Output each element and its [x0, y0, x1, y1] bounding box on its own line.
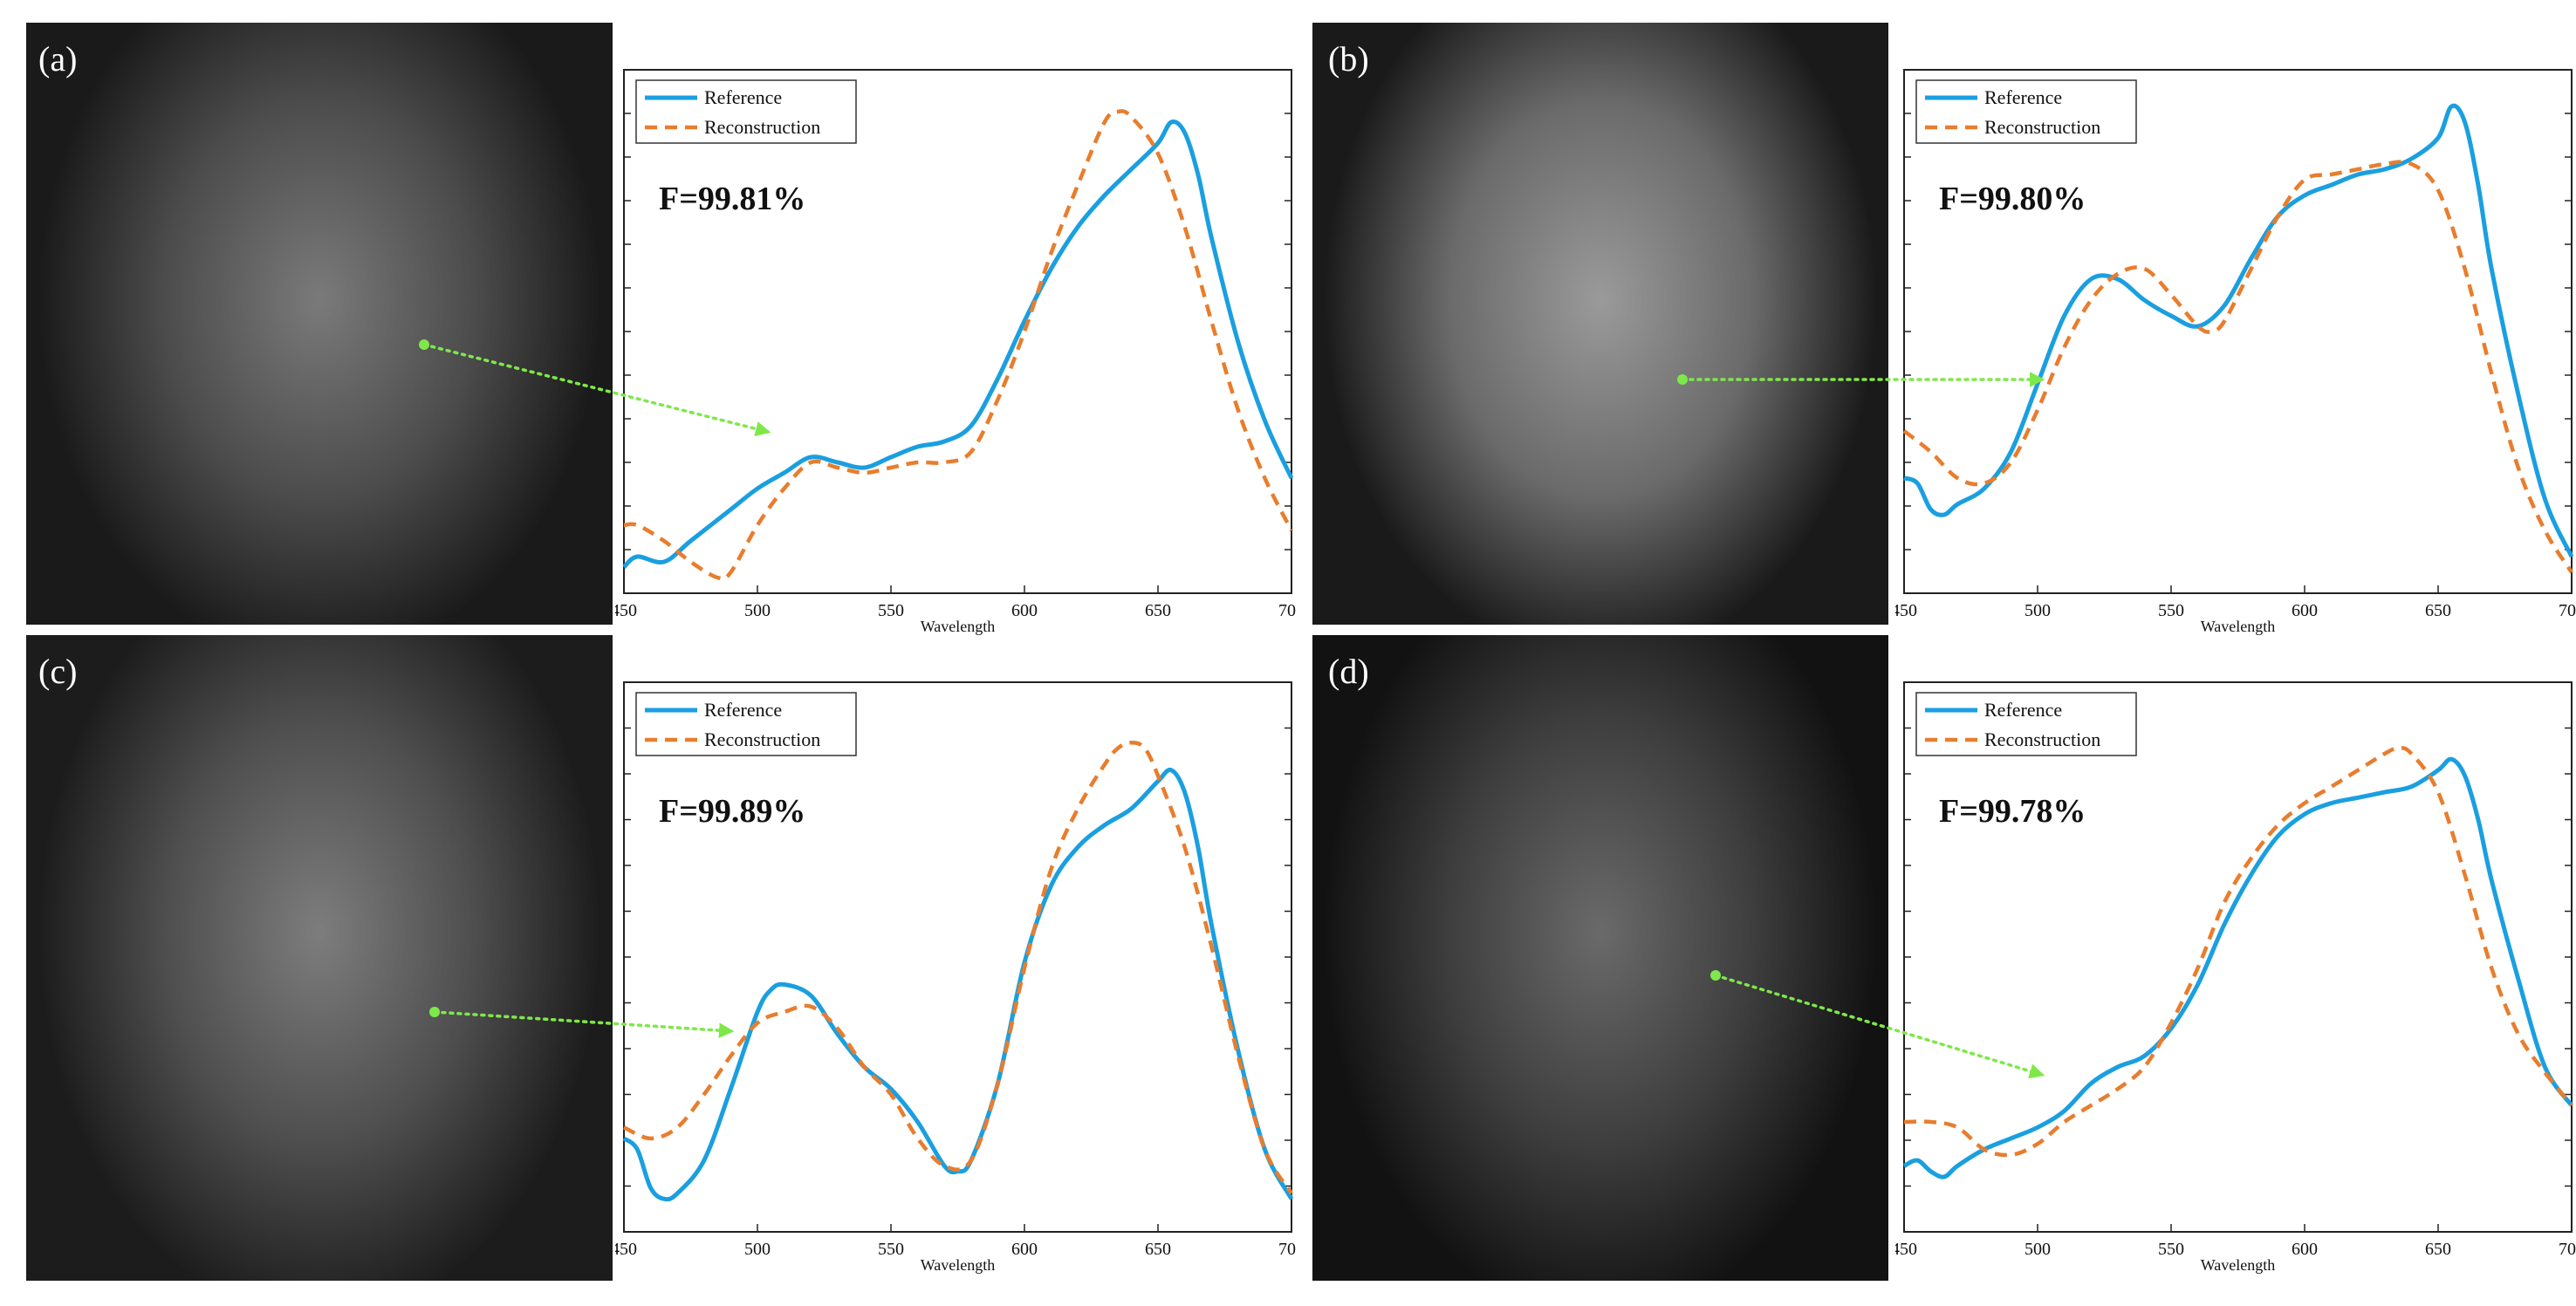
reconstruction-line — [623, 741, 1293, 1195]
legend-label-reconstruction: Reconstruction — [1984, 728, 2100, 750]
legend-box — [1915, 692, 2137, 756]
legend-label-reference: Reference — [704, 699, 782, 721]
x-axis-label: Wavelength — [2201, 1256, 2276, 1274]
fidelity-annotation: F=99.81% — [659, 181, 805, 217]
x-tick-label: 700 — [1278, 1240, 1296, 1259]
x-tick-label: 600 — [2292, 1240, 2318, 1259]
reconstruction-line — [623, 109, 1294, 581]
legend-label-reference: Reference — [704, 86, 782, 108]
x-tick-label: 450 — [1895, 601, 1917, 620]
legend-label-reconstruction: Reconstruction — [704, 728, 820, 750]
legend-label-reconstruction: Reconstruction — [1984, 116, 2100, 138]
x-tick-label: 450 — [1895, 1240, 1917, 1259]
x-tick-label: 550 — [2158, 601, 2184, 620]
legend: Reference Reconstruction — [1915, 79, 2137, 144]
x-tick-label: 600 — [2292, 601, 2318, 620]
sample-arrow — [433, 1010, 735, 1038]
legend-label-reconstruction: Reconstruction — [704, 116, 820, 138]
legend-box — [635, 692, 857, 756]
spectrum-chart: 450 500 550 600 650 700 Wavelength Reference Rec… — [1895, 681, 2576, 1274]
spectrum-chart: 450 500 550 600 650 700 Wavelength Reference Rec… — [615, 69, 1296, 635]
reconstruction-line — [1903, 746, 2573, 1158]
x-tick-label: 700 — [2559, 1240, 2576, 1259]
sample-arrow — [1714, 974, 2045, 1079]
panel-label: (d) — [1328, 652, 1369, 691]
face-photo: (c) — [26, 635, 613, 1281]
panel-label: (c) — [38, 652, 78, 691]
legend-box — [1915, 79, 2137, 144]
x-tick-label: 700 — [2559, 601, 2576, 620]
x-axis-label: Wavelength — [921, 618, 996, 635]
x-tick-label: 450 — [615, 601, 637, 620]
mask-photo: (b) — [1312, 23, 1888, 625]
x-tick-label: 500 — [744, 601, 771, 620]
legend-label-reference: Reference — [1984, 699, 2062, 721]
x-tick-label: 600 — [1011, 1240, 1038, 1259]
reconstruction-line — [1902, 160, 2573, 574]
legend: Reference Reconstruction — [635, 692, 857, 756]
spectrum-chart: 450 500 550 600 650 700 Wavelength Reference Rec… — [615, 681, 1296, 1274]
x-axis-label: Wavelength — [921, 1256, 996, 1274]
x-tick-label: 450 — [615, 1240, 637, 1259]
reference-line — [622, 120, 1294, 569]
x-tick-label: 700 — [1278, 601, 1296, 620]
fidelity-annotation: F=99.78% — [1939, 793, 2086, 830]
x-tick-label: 550 — [2158, 1240, 2184, 1259]
reference-line — [622, 767, 1294, 1202]
panel-label: (b) — [1328, 39, 1369, 79]
x-axis-label: Wavelength — [2201, 618, 2276, 635]
x-tick-label: 550 — [878, 601, 904, 620]
fidelity-annotation: F=99.80% — [1939, 181, 2086, 217]
reference-line — [1903, 103, 2574, 558]
x-tick-label: 650 — [1145, 601, 1171, 620]
x-tick-label: 500 — [744, 1240, 771, 1259]
x-tick-label: 500 — [2024, 601, 2051, 620]
legend-box — [635, 79, 857, 144]
legend: Reference Reconstruction — [1915, 692, 2137, 756]
panel-label: (a) — [38, 39, 78, 79]
spectrum-chart: 450 500 550 600 650 700 Wavelength Reference Rec… — [1895, 69, 2576, 635]
x-tick-label: 500 — [2024, 1240, 2051, 1259]
legend-label-reference: Reference — [1984, 86, 2062, 108]
x-tick-label: 550 — [878, 1240, 904, 1259]
fidelity-annotation: F=99.89% — [659, 793, 805, 830]
legend: Reference Reconstruction — [635, 79, 857, 144]
sample-arrow — [422, 343, 771, 437]
x-tick-label: 650 — [1145, 1240, 1171, 1259]
face-photo: (a) — [26, 23, 613, 625]
x-tick-label: 600 — [1011, 601, 1038, 620]
x-tick-label: 650 — [2425, 601, 2451, 620]
x-tick-label: 650 — [2425, 1240, 2451, 1259]
face-photo: (d) — [1312, 635, 1888, 1281]
